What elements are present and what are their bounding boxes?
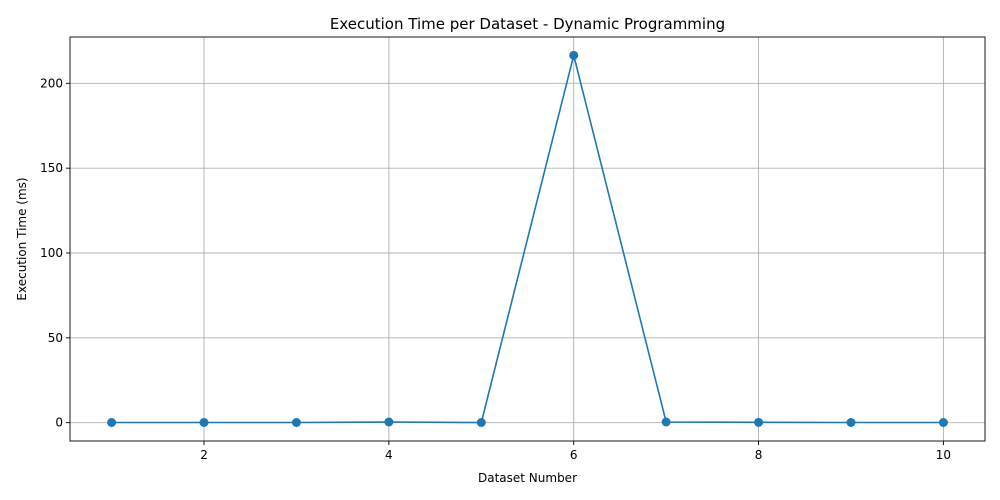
data-point: [754, 417, 764, 427]
y-tick-label: 0: [55, 416, 63, 430]
x-tick-label: 8: [755, 448, 763, 462]
y-tick-label: 50: [48, 331, 63, 345]
y-tick-label: 150: [40, 161, 63, 175]
data-point: [938, 418, 948, 428]
series-line: [111, 55, 944, 424]
data-point: [107, 418, 117, 428]
x-tick-label: 4: [385, 448, 393, 462]
x-tick-label: 2: [200, 448, 208, 462]
data-point: [291, 418, 301, 428]
y-axis-title: Execution Time (ms): [15, 177, 29, 300]
x-tick-label: 10: [936, 448, 951, 462]
x-tick-label: 6: [570, 448, 578, 462]
chart-title: Execution Time per Dataset - Dynamic Pro…: [330, 15, 725, 33]
data-point: [661, 417, 671, 427]
data-point: [846, 418, 856, 428]
data-point: [384, 417, 394, 427]
data-point: [199, 418, 209, 428]
y-tick-label: 200: [40, 76, 63, 90]
grid: [70, 37, 985, 441]
data-point: [569, 50, 579, 60]
series-layer: [107, 50, 948, 428]
data-point: [476, 418, 486, 428]
y-tick-label: 100: [40, 246, 63, 260]
x-axis-title: Dataset Number: [478, 471, 577, 485]
plot-area-frame: [69, 36, 986, 442]
